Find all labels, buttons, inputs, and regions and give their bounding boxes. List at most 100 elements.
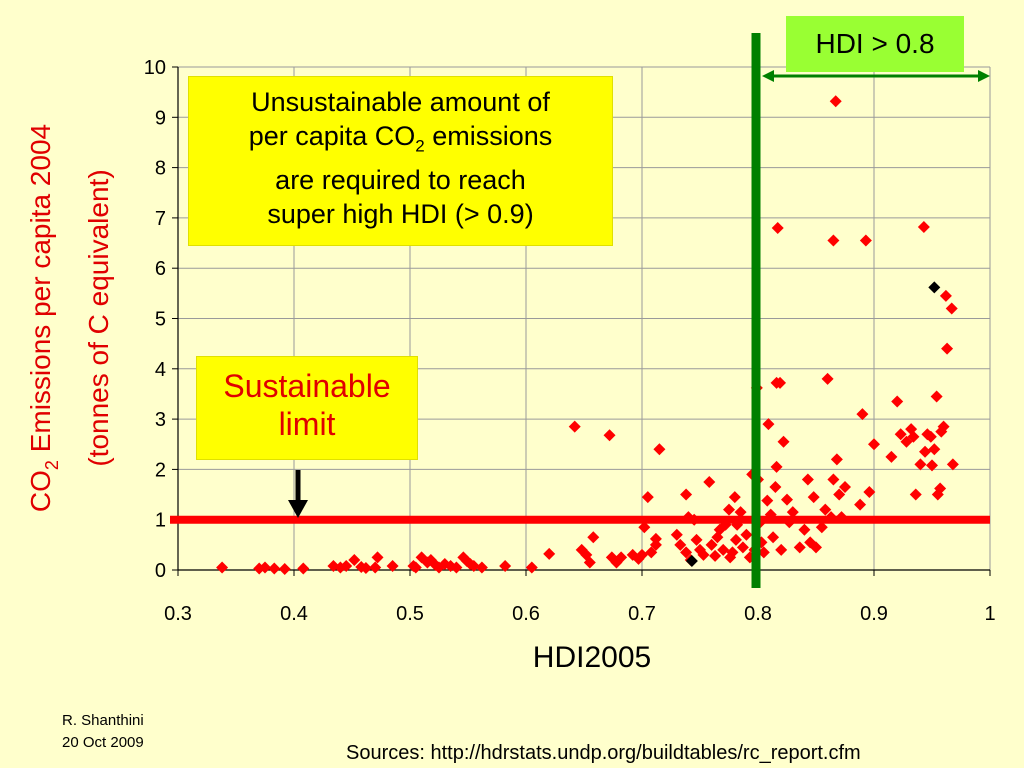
data-point bbox=[674, 538, 687, 551]
sustainable-pointer-head bbox=[288, 500, 308, 518]
y-axis-label-line1: CO2 Emissions per capita 2004 bbox=[25, 124, 62, 512]
y-tick-label: 0 bbox=[155, 560, 166, 582]
y-tick-label: 3 bbox=[155, 409, 166, 431]
data-point bbox=[810, 541, 822, 554]
data-point bbox=[907, 430, 920, 443]
y-tick-label: 5 bbox=[155, 309, 166, 331]
data-point bbox=[786, 506, 799, 519]
data-point bbox=[859, 234, 872, 247]
unsustainable-line2-main: per capita CO bbox=[248, 121, 416, 151]
data-point bbox=[359, 561, 372, 574]
unsustainable-annotation: Unsustainable amount of per capita CO2 e… bbox=[188, 76, 613, 246]
data-point bbox=[670, 528, 683, 541]
y-tick-label: 4 bbox=[155, 359, 166, 381]
y-tick-label: 8 bbox=[155, 158, 166, 180]
x-tick-label: 0.5 bbox=[396, 603, 424, 625]
data-point bbox=[703, 475, 716, 488]
data-point bbox=[801, 473, 814, 486]
data-point bbox=[770, 460, 783, 473]
unsustainable-line2-rest: emissions bbox=[424, 121, 553, 151]
data-point bbox=[807, 491, 820, 504]
data-point bbox=[636, 548, 648, 561]
data-point bbox=[705, 538, 718, 551]
y-tick-label: 1 bbox=[155, 510, 166, 532]
data-point bbox=[939, 289, 952, 302]
data-point bbox=[926, 459, 938, 472]
data-point bbox=[525, 561, 538, 574]
data-point bbox=[924, 430, 937, 443]
data-point bbox=[863, 486, 876, 499]
data-point bbox=[934, 482, 947, 495]
data-point bbox=[649, 532, 662, 545]
y-tick-label: 2 bbox=[155, 459, 166, 481]
data-point bbox=[729, 533, 742, 546]
arrow-head-left bbox=[762, 70, 774, 82]
data-point bbox=[775, 543, 788, 556]
reference-lines bbox=[170, 33, 990, 588]
data-point bbox=[697, 548, 710, 561]
data-point bbox=[914, 458, 927, 471]
y-tick-label: 6 bbox=[155, 258, 166, 280]
data-point bbox=[821, 372, 834, 385]
x-tick-label: 0.4 bbox=[280, 603, 308, 625]
data-point bbox=[638, 521, 651, 534]
data-point bbox=[680, 488, 693, 501]
data-point bbox=[777, 435, 790, 448]
data-point bbox=[815, 521, 828, 534]
data-point bbox=[371, 551, 384, 564]
x-tick-label: 0.3 bbox=[164, 603, 192, 625]
highlight-point bbox=[685, 554, 698, 567]
hdi-threshold-label: HDI > 0.8 bbox=[786, 16, 964, 72]
data-point bbox=[941, 342, 954, 355]
y-axis-label-subscript: 2 bbox=[42, 460, 62, 470]
data-point bbox=[278, 562, 291, 575]
data-point bbox=[450, 561, 463, 574]
unsustainable-line1: Unsustainable amount of bbox=[251, 87, 550, 117]
arrow-head-right bbox=[978, 70, 990, 82]
data-point bbox=[894, 428, 907, 441]
data-point bbox=[781, 493, 793, 506]
data-point bbox=[583, 556, 596, 569]
sustainable-line2: limit bbox=[278, 406, 336, 442]
data-point bbox=[649, 538, 662, 551]
data-point bbox=[680, 546, 693, 559]
unsustainable-line4: super high HDI (> 0.9) bbox=[267, 199, 534, 230]
data-point bbox=[839, 481, 851, 494]
data-point bbox=[409, 561, 422, 574]
data-point bbox=[937, 420, 950, 433]
x-tick-label: 0.7 bbox=[628, 603, 656, 625]
data-point bbox=[297, 562, 310, 575]
data-point bbox=[798, 523, 811, 536]
y-tick-label: 9 bbox=[155, 107, 166, 129]
x-tick-label: 1 bbox=[984, 603, 995, 625]
data-point bbox=[709, 549, 722, 562]
author-date: 20 Oct 2009 bbox=[62, 734, 144, 751]
data-point bbox=[603, 429, 616, 442]
data-point bbox=[499, 559, 512, 572]
y-tick-label: 10 bbox=[144, 57, 166, 79]
y-axis-label-co: CO bbox=[25, 470, 56, 512]
sustainable-line1: Sustainable bbox=[223, 368, 391, 404]
data-point bbox=[475, 561, 488, 574]
data-point bbox=[761, 494, 774, 507]
data-point bbox=[641, 491, 654, 504]
data-point bbox=[885, 450, 898, 463]
data-point bbox=[568, 420, 581, 433]
data-point bbox=[930, 390, 943, 403]
data-point bbox=[827, 473, 840, 486]
data-point bbox=[769, 481, 782, 494]
data-point bbox=[717, 543, 730, 556]
data-point bbox=[740, 528, 753, 541]
data-point bbox=[854, 498, 867, 511]
unsustainable-line2: per capita CO2 emissions bbox=[189, 119, 612, 163]
data-point bbox=[723, 503, 735, 516]
data-point bbox=[645, 546, 658, 559]
data-point bbox=[587, 531, 600, 544]
data-point bbox=[467, 559, 480, 572]
sustainable-limit-annotation: Sustainable limit bbox=[196, 356, 418, 460]
x-tick-label: 0.9 bbox=[860, 603, 888, 625]
x-tick-labels: 0.3 0.4 0.5 0.6 0.7 0.8 0.9 1 bbox=[164, 603, 995, 625]
data-point bbox=[793, 541, 806, 554]
data-point bbox=[369, 561, 382, 574]
